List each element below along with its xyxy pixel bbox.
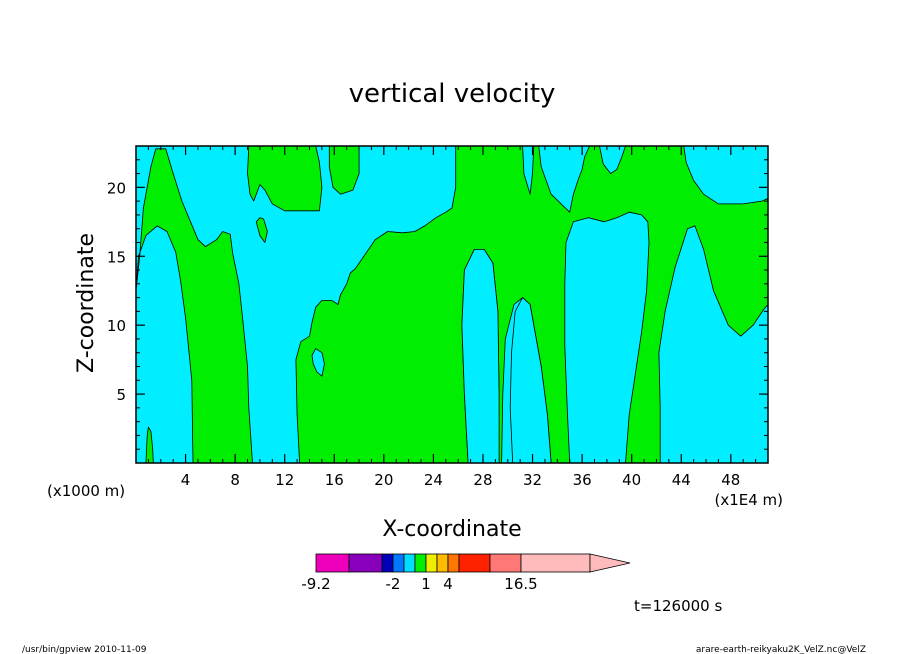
colorbar-segment [414, 553, 427, 573]
colorbar-segment [348, 553, 383, 573]
colorbar-segment [447, 553, 460, 573]
x-tick-label: 12 [275, 471, 294, 489]
x-tick-label: 16 [325, 471, 344, 489]
y-tick-label: 15 [107, 248, 126, 266]
x-tick-label: 4 [181, 471, 191, 489]
colorbar-label: -2 [386, 575, 401, 593]
plot-area [136, 146, 768, 463]
colorbar-segment [425, 553, 438, 573]
colorbar-label: 1 [421, 575, 431, 593]
y-tick-label: 10 [107, 317, 126, 335]
region-top-blob-a [247, 146, 323, 212]
x-tick-label: 8 [230, 471, 240, 489]
x-tick-label: 28 [473, 471, 492, 489]
footer-right: arare-earth-reikyaku2K_VelZ.nc@VelZ [696, 645, 866, 654]
x-tick-label: 24 [424, 471, 443, 489]
hole-small-hole [311, 348, 325, 377]
region-top-blob-b [328, 146, 360, 195]
x-tick-label: 36 [573, 471, 592, 489]
colorbar-segment [403, 553, 416, 573]
x-tick-label: 44 [672, 471, 691, 489]
y-tick-label: 20 [107, 179, 126, 197]
x-unit-left: (x1000 m) [47, 482, 125, 500]
colorbar-segment [436, 553, 449, 573]
region-tiny-spot [145, 426, 154, 463]
x-tick-label: 48 [721, 471, 740, 489]
colorbar-label: 4 [443, 575, 453, 593]
colorbar: -9.2 -2 1 4 16.5 [301, 553, 631, 593]
colorbar-label: -9.2 [301, 575, 330, 593]
x-axis-title: X-coordinate [382, 517, 521, 542]
region-small-island [255, 217, 268, 243]
hole-mid-cyan-column-2 [509, 297, 552, 463]
colorbar-segment [315, 553, 350, 573]
hole-upper-cyan-notch [522, 146, 535, 195]
region-left-column [136, 148, 253, 463]
colorbar-segment [392, 553, 405, 573]
colorbar-segment [520, 553, 591, 573]
y-axis-title: Z-coordinate [74, 233, 99, 373]
colorbar-label: 16.5 [504, 575, 537, 593]
x-tick-label: 20 [374, 471, 393, 489]
colorbar-segment [381, 553, 394, 573]
colorbar-segment [458, 553, 491, 573]
x-unit-right: (x1E4 m) [714, 491, 783, 509]
time-label: t=126000 s [634, 597, 722, 615]
y-tick-label: 5 [116, 386, 126, 404]
hole-mid-cyan-column [461, 248, 500, 463]
chart-title: vertical velocity [349, 79, 556, 109]
x-tick-label: 32 [523, 471, 542, 489]
plot-frame [135, 145, 769, 464]
colorbar-arrow [589, 553, 631, 573]
footer-left: /usr/bin/gpview 2010-11-09 [22, 645, 147, 654]
colorbar-segment [489, 553, 522, 573]
x-tick-label: 40 [622, 471, 641, 489]
